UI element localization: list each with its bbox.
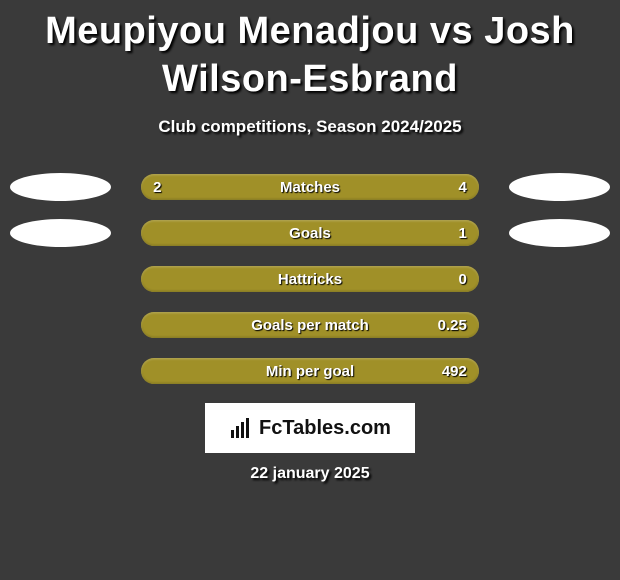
stat-right-value: 1 — [459, 220, 467, 246]
oval-spacer — [10, 311, 111, 339]
fctables-logo: FcTables.com — [205, 403, 415, 453]
stat-right-value: 0.25 — [438, 312, 467, 338]
player-left-oval — [10, 219, 111, 247]
oval-spacer — [509, 357, 610, 385]
stat-right-value: 4 — [459, 174, 467, 200]
stat-label: Hattricks — [141, 266, 479, 292]
chart-icon — [229, 416, 253, 440]
oval-spacer — [10, 265, 111, 293]
page-title: Meupiyou Menadjou vs Josh Wilson-Esbrand — [0, 0, 620, 103]
stat-row: Min per goal492 — [10, 357, 610, 385]
stat-row: Goals1 — [10, 219, 610, 247]
stat-bar: Goals per match0.25 — [141, 312, 479, 338]
stat-label: Goals — [141, 220, 479, 246]
stat-bar: 2Matches4 — [141, 174, 479, 200]
stat-bar: Min per goal492 — [141, 358, 479, 384]
stat-right-value: 0 — [459, 266, 467, 292]
stat-label: Goals per match — [141, 312, 479, 338]
stat-row: Hattricks0 — [10, 265, 610, 293]
stat-row: Goals per match0.25 — [10, 311, 610, 339]
stat-bar: Hattricks0 — [141, 266, 479, 292]
oval-spacer — [509, 311, 610, 339]
player-left-oval — [10, 173, 111, 201]
oval-spacer — [10, 357, 111, 385]
stats-container: 2Matches4 Goals1 Hattricks0 Goals per match… — [0, 173, 620, 385]
stat-label: Matches — [141, 174, 479, 200]
player-right-oval — [509, 219, 610, 247]
player-right-oval — [509, 173, 610, 201]
stat-right-value: 492 — [442, 358, 467, 384]
stat-bar: Goals1 — [141, 220, 479, 246]
oval-spacer — [509, 265, 610, 293]
subtitle: Club competitions, Season 2024/2025 — [0, 117, 620, 137]
logo-text: FcTables.com — [259, 417, 391, 440]
stat-row: 2Matches4 — [10, 173, 610, 201]
stat-label: Min per goal — [141, 358, 479, 384]
date: 22 january 2025 — [0, 465, 620, 483]
